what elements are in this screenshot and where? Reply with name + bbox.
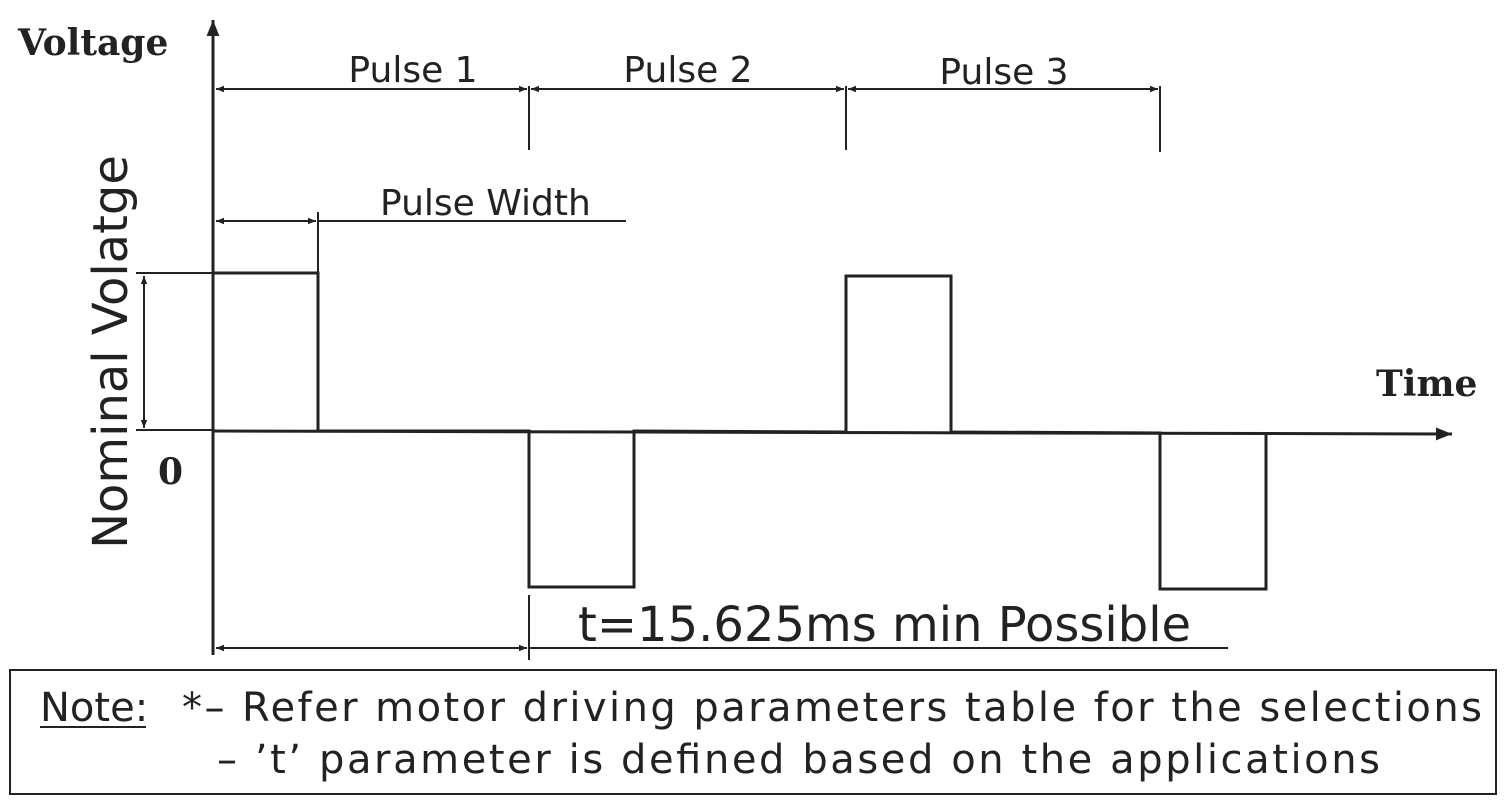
pulse-2-label: Pulse 2 xyxy=(623,50,752,91)
note-prefix: Note: xyxy=(40,685,148,731)
t-period-label: t=15.625ms min Possible xyxy=(578,597,1191,653)
pulse-1-label: Pulse 1 xyxy=(348,50,477,91)
pulse-3-label: Pulse 3 xyxy=(939,52,1068,93)
nominal-voltage-label: Nominal Volatge xyxy=(83,155,139,549)
voltage-axis-label: Voltage xyxy=(17,22,168,64)
time-axis-label: Time xyxy=(1376,363,1477,405)
pulse-width-label: Pulse Width xyxy=(380,183,591,224)
note-box xyxy=(9,669,1497,795)
zero-label: 0 xyxy=(158,451,183,493)
note-line-2: – ’t’ parameter is defined based on the … xyxy=(217,737,1380,783)
pulse-waveform xyxy=(213,271,1268,591)
note-line-1: *– Refer motor driving parameters table … xyxy=(182,685,1482,731)
